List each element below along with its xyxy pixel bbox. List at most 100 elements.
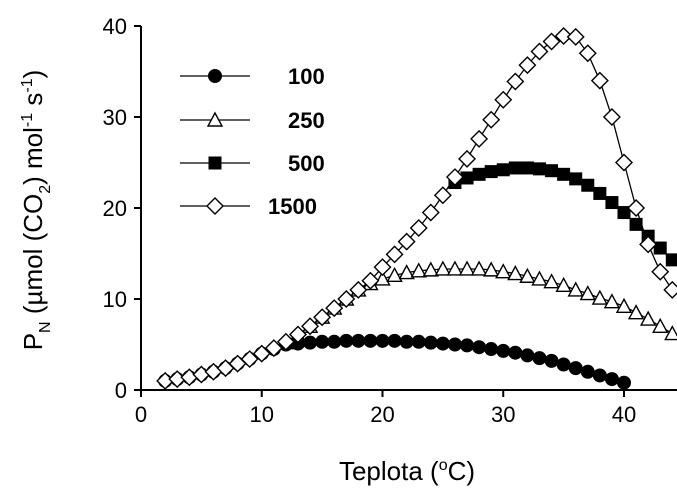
data-point-1500	[542, 32, 561, 51]
legend-marker-500	[208, 156, 222, 170]
data-point-250	[664, 325, 677, 341]
y-tick-label: 30	[103, 105, 127, 130]
series-line-500	[454, 167, 673, 261]
data-point-100	[435, 336, 450, 351]
data-point-100	[544, 353, 559, 368]
data-point-100	[592, 368, 607, 383]
legend-label-1500: 1500	[268, 194, 317, 219]
x-tick-label: 40	[612, 402, 636, 427]
x-axis-label: Teplota (oC)	[339, 456, 475, 486]
data-point-100	[363, 333, 378, 348]
data-point-1500	[470, 129, 489, 148]
data-point-100	[568, 361, 583, 376]
data-point-100	[315, 334, 330, 349]
data-point-500	[581, 178, 595, 192]
data-point-100	[447, 337, 462, 352]
data-point-250	[495, 263, 512, 279]
y-tick-label: 40	[103, 14, 127, 39]
data-point-100	[580, 364, 595, 379]
data-point-250	[470, 260, 488, 276]
data-point-1500	[276, 332, 295, 351]
data-point-100	[411, 334, 426, 349]
data-point-1500	[602, 108, 621, 126]
data-point-1500	[494, 90, 513, 109]
data-point-1500	[578, 44, 597, 63]
data-point-1500	[590, 71, 609, 90]
data-point-500	[484, 165, 498, 179]
data-point-250	[531, 270, 548, 286]
data-point-1500	[313, 308, 332, 327]
series-500	[448, 161, 677, 267]
y-tick-label: 20	[103, 196, 127, 221]
data-point-250	[652, 317, 669, 333]
data-point-500	[653, 241, 667, 255]
data-point-1500	[337, 290, 356, 308]
data-point-1500	[325, 299, 344, 318]
data-point-100	[508, 345, 523, 360]
data-point-250	[579, 285, 596, 301]
legend-marker-250	[206, 111, 224, 127]
legend-label-500: 500	[288, 151, 325, 176]
data-point-100	[387, 333, 402, 348]
data-point-100	[496, 343, 511, 358]
legend: 100 250 500 1500	[180, 64, 325, 219]
data-point-100	[303, 335, 318, 350]
y-tick-label: 10	[103, 287, 127, 312]
data-point-1500	[663, 280, 677, 299]
data-point-1500	[409, 219, 428, 238]
data-point-250	[555, 276, 572, 293]
data-point-500	[593, 186, 607, 200]
data-point-100	[556, 357, 571, 372]
data-point-1500	[554, 27, 573, 45]
x-tick-label: 0	[135, 402, 147, 427]
data-point-1500	[433, 186, 452, 205]
data-point-1500	[180, 368, 199, 387]
y-tick-label: 0	[115, 378, 127, 403]
data-point-500	[545, 164, 559, 178]
data-point-1500	[288, 325, 307, 344]
data-point-250	[567, 281, 584, 297]
data-point-100	[472, 340, 487, 355]
data-point-1500	[445, 168, 464, 187]
data-point-500	[569, 172, 583, 186]
data-point-1500	[301, 317, 320, 336]
data-point-1500	[264, 339, 283, 358]
data-point-1500	[615, 153, 633, 172]
data-point-1500	[566, 27, 585, 46]
data-point-100	[399, 334, 414, 349]
data-point-1500	[397, 232, 416, 251]
data-point-1500	[518, 56, 537, 75]
data-point-100	[484, 342, 499, 357]
data-point-250	[422, 261, 439, 277]
data-point-1500	[651, 262, 670, 281]
data-point-1500	[349, 280, 368, 299]
data-point-250	[519, 267, 536, 283]
x-tick-label: 20	[370, 402, 394, 427]
legend-marker-100	[208, 69, 222, 83]
data-point-250	[398, 264, 415, 280]
data-point-1500	[361, 271, 380, 290]
data-point-250	[434, 260, 452, 276]
data-point-500	[617, 206, 631, 220]
series-line-1500	[165, 35, 673, 382]
data-point-250	[446, 260, 464, 276]
data-point-1500	[506, 72, 525, 91]
legend-label-100: 100	[288, 64, 325, 89]
data-point-500	[472, 167, 486, 181]
data-point-1500	[252, 344, 271, 363]
data-point-250	[386, 266, 403, 283]
data-point-1500	[240, 350, 259, 369]
data-point-500	[508, 161, 522, 175]
data-point-250	[591, 289, 609, 305]
data-point-100	[604, 372, 619, 387]
data-point-250	[615, 297, 633, 313]
x-tick-label: 30	[491, 402, 515, 427]
data-point-500	[532, 162, 546, 176]
data-point-100	[327, 334, 342, 349]
data-point-1500	[385, 245, 404, 264]
data-point-250	[458, 260, 476, 276]
data-point-500	[520, 161, 534, 175]
data-point-1500	[627, 199, 646, 217]
data-point-500	[557, 167, 571, 181]
